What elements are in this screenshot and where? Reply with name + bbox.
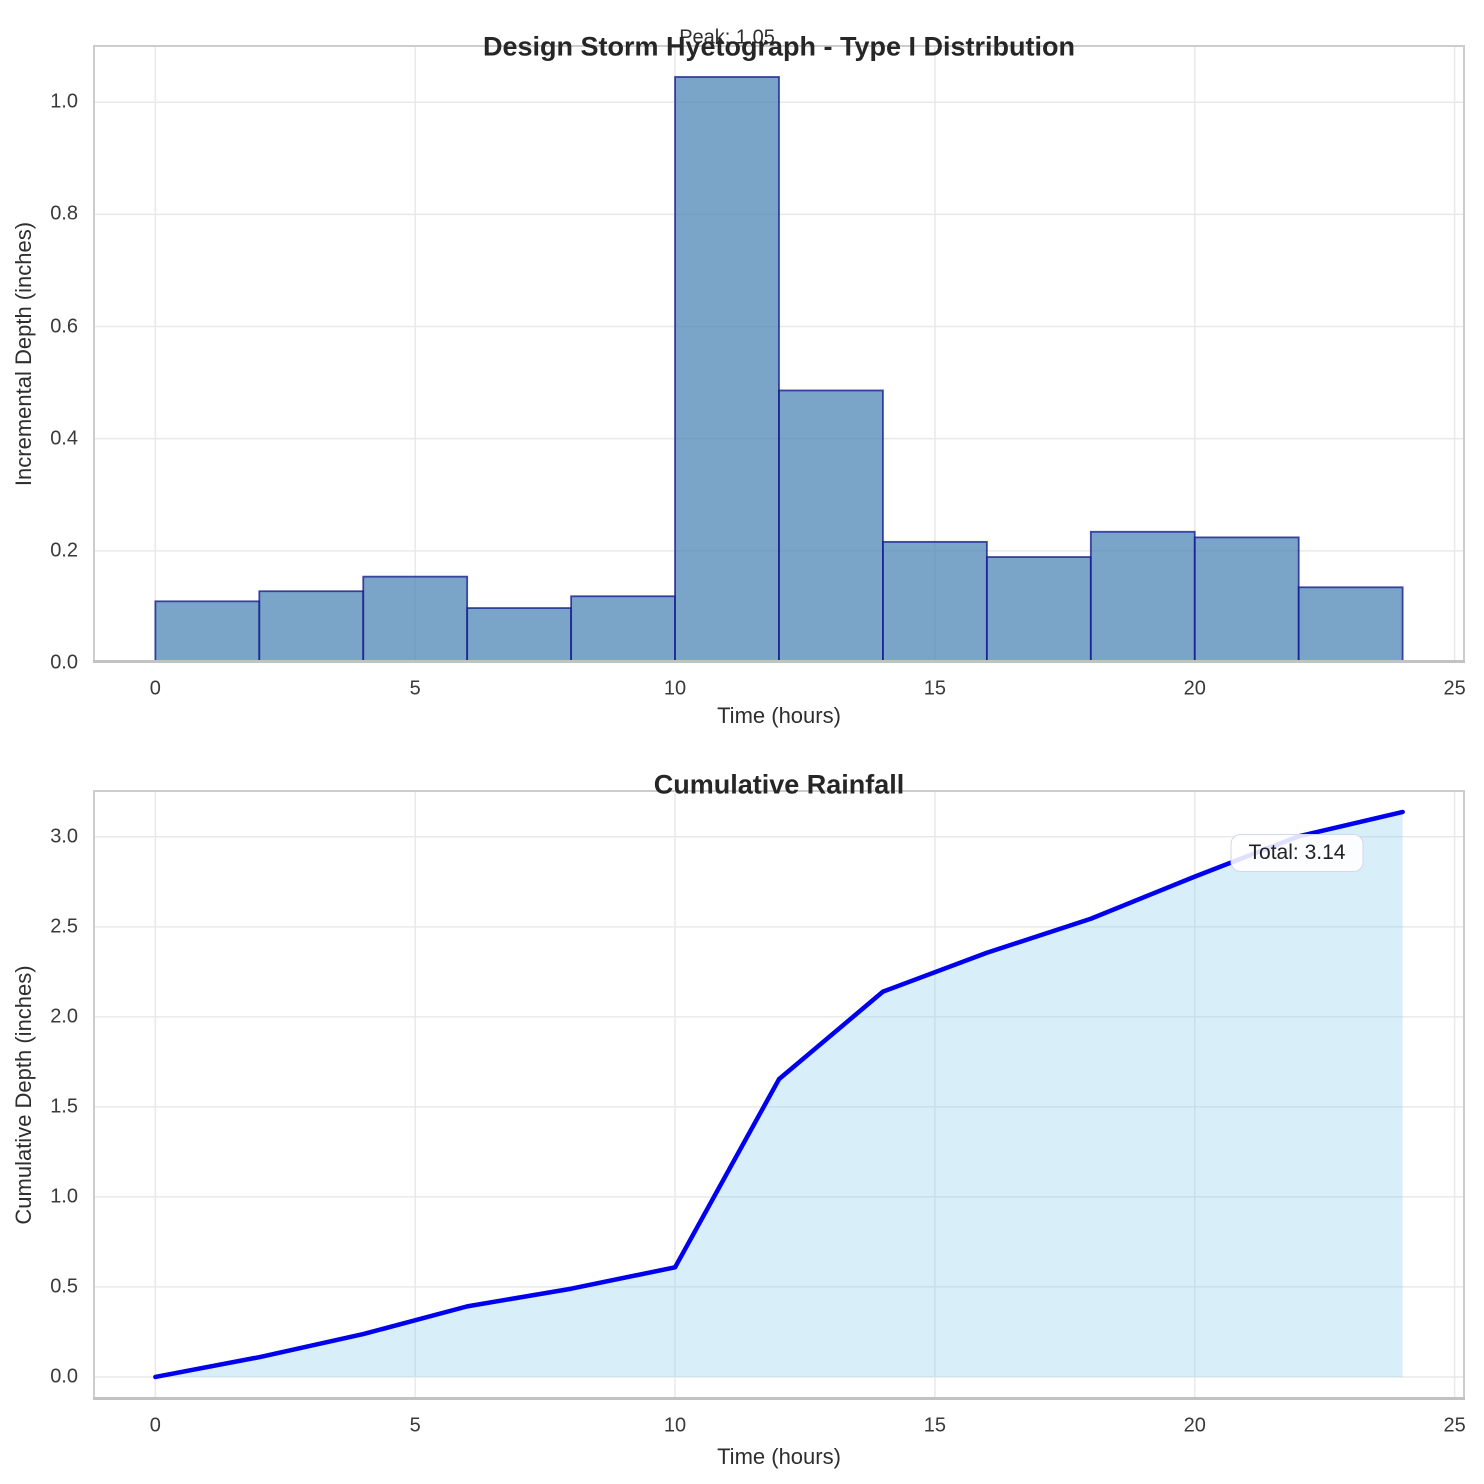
hyetograph-bar	[882, 540, 988, 663]
hyetograph-bar	[674, 76, 780, 663]
hyetograph-bar	[1193, 536, 1300, 663]
x-tick-label: 15	[923, 677, 947, 700]
y-tick-label: 2.5	[50, 915, 78, 938]
x-tick-label: 10	[663, 1414, 687, 1437]
y-tick-label: 1.5	[50, 1095, 78, 1118]
cumulative-line	[153, 809, 1405, 1380]
y-tick-label: 3.0	[50, 825, 78, 848]
x-tick-label: 0	[149, 1414, 161, 1437]
cumulative-area-fill	[155, 811, 1403, 1377]
hyetograph-bar	[466, 607, 573, 663]
y-tick-label: 1.0	[50, 1185, 78, 1208]
x-tick-label: 25	[1443, 1414, 1466, 1437]
y-tick-label: 1.0	[50, 90, 78, 113]
cumulative-canvas	[93, 790, 1465, 1400]
x-tick-label: 5	[409, 1414, 421, 1437]
hyetograph-canvas	[93, 45, 1465, 663]
hyetograph-x-axis-label: Time (hours)	[717, 703, 841, 728]
x-tick-label: 5	[409, 677, 421, 700]
hyetograph-bar	[778, 389, 884, 663]
x-tick-label: 20	[1183, 1414, 1206, 1437]
hyetograph-plot-area	[93, 45, 1465, 663]
y-tick-label: 0.6	[50, 315, 78, 338]
peak-annotation: Peak: 1.05	[679, 26, 775, 49]
cumulative-plot-area	[93, 790, 1465, 1400]
hyetograph-bar	[985, 556, 1092, 663]
hyetograph-bar	[570, 595, 676, 663]
y-tick-label: 0.8	[50, 202, 78, 225]
hyetograph-bar	[154, 600, 261, 663]
hyetograph-title: Design Storm Hyetograph - Type I Distrib…	[482, 31, 1076, 62]
x-tick-label: 15	[923, 1414, 947, 1437]
cumulative-x-axis-label: Time (hours)	[717, 1444, 841, 1469]
hyetograph-bar	[258, 590, 365, 663]
y-tick-label: 0.5	[50, 1275, 78, 1298]
x-tick-label: 25	[1443, 677, 1466, 700]
y-tick-label: 0.0	[50, 651, 78, 674]
hyetograph-bar	[362, 575, 469, 663]
x-tick-label: 10	[663, 677, 687, 700]
cumulative-title: Cumulative Rainfall	[653, 769, 905, 800]
total-annotation: Total: 3.14	[1230, 834, 1364, 872]
x-tick-label: 0	[149, 677, 161, 700]
x-tick-label: 20	[1183, 677, 1206, 700]
y-tick-label: 0.2	[50, 539, 78, 562]
y-tick-label: 0.4	[50, 427, 78, 450]
y-tick-label: 0.0	[50, 1365, 78, 1388]
hyetograph-bar	[1089, 530, 1196, 663]
y-tick-label: 2.0	[50, 1005, 78, 1028]
hyetograph-bar	[1297, 586, 1404, 663]
